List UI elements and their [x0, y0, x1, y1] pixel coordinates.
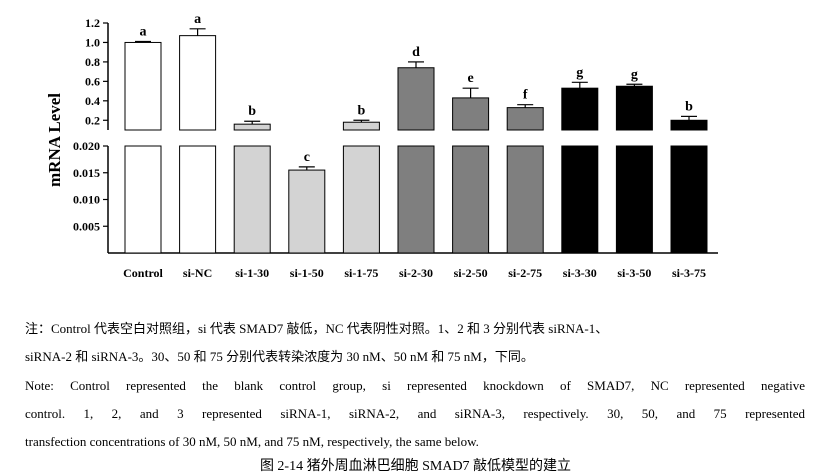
x-tick-label: si-3-75	[672, 266, 706, 280]
x-tick-label: si-NC	[183, 266, 212, 280]
x-tick-label: si-1-75	[344, 266, 378, 280]
x-tick-label: si-2-30	[399, 266, 433, 280]
x-tick-label: si-2-75	[508, 266, 542, 280]
x-tick-label: si-1-30	[235, 266, 269, 280]
significance-letter: e	[467, 71, 473, 86]
significance-letter: b	[358, 103, 366, 118]
y-tick-label-lower: 0.010	[73, 193, 100, 207]
significance-letter: g	[576, 65, 583, 80]
significance-letter: b	[685, 99, 693, 114]
significance-letter: g	[631, 67, 638, 82]
bar	[506, 107, 544, 131]
bar	[179, 35, 217, 131]
significance-letter: d	[412, 45, 420, 60]
y-tick-label-upper: 0.2	[85, 113, 100, 127]
significance-letter: f	[523, 88, 528, 103]
y-tick-label-upper: 0.8	[85, 55, 100, 69]
bar-lower-segment	[506, 145, 544, 254]
bar	[233, 123, 271, 131]
note-chinese-line-2: siRNA-2 和 siRNA-3。30、50 和 75 分别代表转染浓度为 3…	[25, 349, 534, 364]
bar-lower-segment	[124, 145, 162, 254]
bar	[615, 85, 653, 131]
bar-lower-segment	[397, 145, 435, 254]
bar	[561, 87, 599, 131]
significance-letter: b	[248, 104, 256, 119]
y-axis-label: mRNA Level	[45, 93, 64, 187]
note-english-line-3: transfection concentrations of 30 nM, 50…	[25, 434, 479, 449]
y-tick-label-lower: 0.005	[73, 219, 100, 233]
bar	[670, 119, 708, 131]
x-tick-label: si-1-50	[290, 266, 324, 280]
bar-chart: 0.2 0.4 0.6 0.8 1.0 1.2 0.005 0.010 0.015 0.020 a…	[45, 12, 718, 280]
note-english-line-1: Note: Control represented the blank cont…	[25, 378, 805, 393]
x-tick-label: si-3-50	[617, 266, 651, 280]
x-tick-label: si-2-50	[454, 266, 488, 280]
x-tick-label: Control	[123, 266, 163, 280]
bar-lower-segment	[452, 145, 490, 254]
significance-letter: c	[304, 150, 310, 165]
y-tick-label-lower: 0.020	[73, 139, 100, 153]
bar	[124, 41, 162, 131]
note-chinese-line-1: 注：Control 代表空白对照组，si 代表 SMAD7 敲低，NC 代表阴性…	[25, 321, 609, 336]
y-tick-label-upper: 1.2	[85, 16, 100, 30]
y-tick-label-lower: 0.015	[73, 166, 100, 180]
bar	[288, 169, 326, 254]
bar-lower-segment	[342, 145, 380, 254]
bar-lower-segment	[179, 145, 217, 254]
note-english-line-2: control. 1, 2, and 3 represented siRNA-1…	[25, 406, 805, 421]
x-tick-label: si-3-30	[563, 266, 597, 280]
y-tick-label-upper: 1.0	[85, 35, 100, 49]
bar-lower-segment	[233, 145, 271, 254]
bar	[397, 67, 435, 131]
y-tick-label-upper: 0.6	[85, 74, 100, 88]
y-tick-label-upper: 0.4	[85, 94, 100, 108]
significance-letter: a	[194, 12, 201, 27]
bar-lower-segment	[615, 145, 653, 254]
bar-layer: a Control a si-NC b si-1-30 c si-1-50 b si-1-75 d s…	[123, 12, 708, 280]
bar	[452, 97, 490, 131]
bar-lower-segment	[670, 145, 708, 254]
bar-lower-segment	[561, 145, 599, 254]
bar	[342, 121, 380, 131]
figure-title: 图 2-14 猪外周血淋巴细胞 SMAD7 敲低模型的建立	[259, 459, 572, 474]
significance-letter: a	[140, 24, 147, 39]
